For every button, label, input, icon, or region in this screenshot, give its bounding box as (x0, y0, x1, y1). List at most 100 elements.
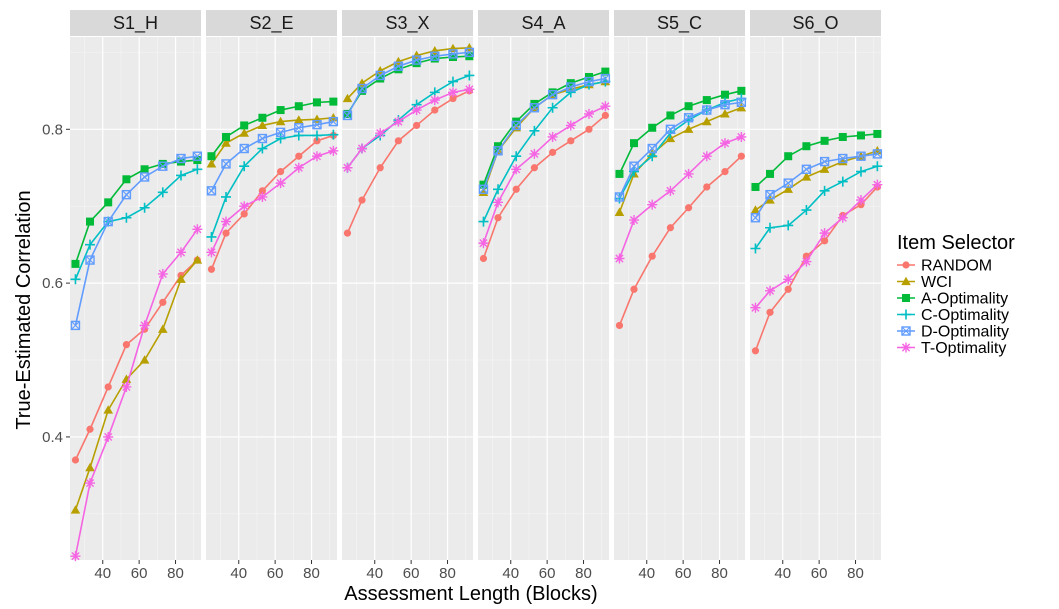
data-point (221, 159, 231, 169)
series-t-optimality (750, 179, 883, 313)
facet-strip-label: S5_C (657, 13, 702, 34)
data-point (784, 152, 793, 161)
data-point (412, 59, 421, 68)
data-point (736, 102, 747, 112)
series-c-optimality (750, 161, 883, 254)
data-point (122, 341, 131, 349)
data-point (750, 205, 761, 214)
x-tick-label: 60 (811, 565, 828, 582)
legend-label: D-Optimality (921, 324, 1009, 341)
data-point (630, 285, 638, 293)
data-point (855, 166, 866, 177)
data-point (157, 324, 168, 333)
x-tick-label: 40 (638, 565, 655, 582)
data-point (856, 151, 866, 161)
data-point (464, 70, 475, 81)
data-point (447, 76, 458, 87)
series-t-optimality (342, 84, 475, 173)
x-tick-label: 80 (575, 565, 592, 582)
series-line (482, 105, 606, 244)
data-point (736, 131, 747, 142)
data-point (784, 285, 792, 293)
data-point (837, 212, 848, 223)
x-tick-label: 60 (131, 565, 148, 582)
x-tick-label: 80 (439, 565, 456, 582)
data-point (684, 204, 693, 212)
data-point (783, 220, 794, 231)
data-point (751, 347, 760, 355)
data-point (838, 153, 848, 164)
data-point (222, 132, 231, 141)
data-point (529, 148, 540, 159)
data-point (548, 148, 557, 156)
data-point (750, 243, 761, 254)
series-d-optimality (750, 149, 883, 223)
data-point (206, 231, 217, 242)
data-point (702, 105, 712, 115)
data-point (121, 381, 132, 392)
data-point (431, 106, 439, 114)
data-point (294, 102, 303, 111)
data-point (567, 137, 575, 145)
data-point (801, 164, 812, 174)
legend-item: RANDOM (897, 258, 992, 275)
data-point (547, 89, 558, 100)
data-point (393, 61, 404, 71)
series-random (343, 87, 473, 237)
data-point (328, 129, 339, 140)
data-point (329, 97, 338, 106)
series-d-optimality (206, 116, 339, 196)
data-point (873, 129, 882, 138)
data-point (86, 425, 94, 433)
data-point (275, 127, 286, 138)
data-point (71, 259, 80, 268)
data-point (240, 210, 248, 218)
data-point (721, 167, 729, 176)
data-point (872, 149, 883, 159)
data-point (139, 320, 150, 331)
data-point (479, 254, 488, 263)
x-tick-label: 60 (267, 565, 284, 582)
legend-item: D-Optimality (897, 324, 1009, 341)
facet-panel: S4_A 40 60 80 (478, 10, 611, 582)
data-point (703, 183, 711, 191)
data-point (511, 164, 522, 175)
data-point (855, 195, 866, 206)
data-point (222, 229, 230, 237)
data-point (548, 88, 557, 97)
series-line (754, 153, 878, 219)
data-point (313, 137, 321, 145)
plot-panel-background (70, 37, 201, 560)
legend-key-marker (902, 261, 910, 269)
data-point (683, 168, 694, 179)
data-point (783, 184, 794, 193)
legend: Item Selector RANDOMWCIA-OptimalityC-Opt… (897, 232, 1015, 357)
data-point (666, 111, 675, 120)
series-t-optimality (70, 224, 203, 562)
data-point (783, 178, 793, 188)
series-line (74, 168, 198, 280)
data-point (86, 217, 95, 226)
x-tick-label: 80 (711, 565, 728, 582)
data-point (258, 113, 267, 122)
data-point (615, 169, 624, 178)
data-point (737, 152, 745, 160)
data-point (630, 139, 639, 148)
data-point (192, 224, 203, 235)
data-point (158, 161, 168, 171)
y-tick-label: 0.4 (42, 429, 63, 446)
data-point (275, 133, 286, 144)
legend-key-marker (901, 276, 911, 286)
legend-label: A-Optimality (921, 291, 1008, 308)
data-point (206, 159, 217, 168)
data-point (121, 212, 132, 223)
y-axis: 0.4 0.6 0.8 (42, 121, 70, 446)
data-point (343, 229, 352, 237)
data-point (512, 185, 520, 193)
data-point (157, 187, 168, 198)
data-point (159, 298, 167, 306)
x-tick-label: 40 (94, 565, 111, 582)
x-tick-label: 40 (502, 565, 519, 582)
y-tick-label: 0.6 (42, 275, 63, 292)
